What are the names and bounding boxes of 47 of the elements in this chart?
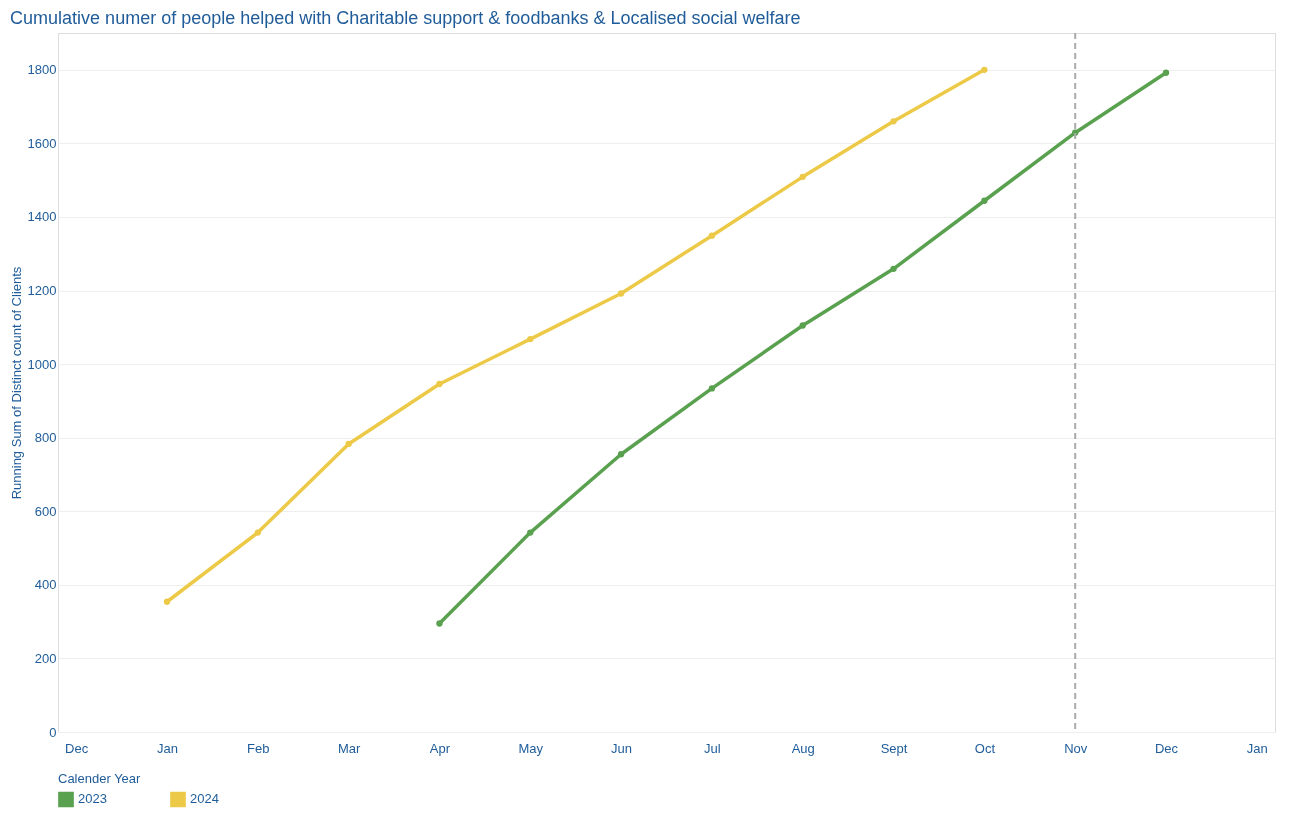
x-tick-label: Dec: [65, 740, 89, 756]
legend-label: 2024: [190, 791, 219, 807]
x-tick-label: Mar: [337, 740, 361, 756]
y-tick-label: 1400: [27, 209, 57, 225]
point: [1162, 69, 1170, 76]
point: [708, 232, 716, 239]
y-tick-label: 1600: [27, 135, 57, 151]
point: [254, 529, 261, 536]
point: [799, 322, 806, 329]
y-tick-label: 400: [34, 577, 57, 593]
y-tick-label: 800: [34, 430, 57, 446]
point: [617, 290, 625, 297]
y-tick-label: 1800: [27, 62, 57, 78]
point: [799, 173, 806, 180]
point: [890, 118, 897, 125]
x-tick-label: Aug: [791, 740, 815, 756]
point: [163, 598, 171, 605]
point: [617, 451, 625, 458]
y-axis-title: Running Sum of Distinct count of Clients: [8, 266, 24, 500]
x-tick-label: May: [518, 740, 544, 756]
y-tick-label: 1200: [27, 283, 57, 299]
x-tick-label: Nov: [1064, 740, 1088, 756]
point: [890, 265, 897, 272]
y-tick-label: 600: [34, 503, 57, 519]
legend-title: Calender Year: [58, 771, 142, 786]
x-tick-label: Jul: [704, 740, 721, 756]
point: [708, 385, 716, 392]
y-tick-label: 200: [34, 650, 57, 666]
point: [345, 440, 352, 448]
y-tick-label: 1000: [27, 356, 57, 372]
x-tick-label: Feb: [247, 740, 270, 756]
point: [527, 529, 534, 536]
chart-title: Cumulative numer of people helped with Charitable support & foodbanks & Localised social welfare: [10, 8, 801, 28]
x-tick-label: Sept: [880, 740, 908, 756]
point: [436, 620, 443, 627]
point: [981, 66, 988, 73]
x-tick-label: Dec: [1154, 740, 1179, 756]
x-tick-label: Apr: [429, 740, 451, 756]
point: [981, 197, 988, 204]
point: [527, 335, 534, 343]
x-tick-label: Jun: [611, 740, 633, 756]
y-tick-label: 0: [49, 724, 57, 740]
point: [436, 380, 443, 388]
x-tick-label: Jan: [157, 740, 178, 756]
legend-label: 2023: [78, 791, 107, 807]
x-tick-label: Oct: [974, 740, 996, 756]
x-tick-label: Jan: [1246, 740, 1268, 756]
